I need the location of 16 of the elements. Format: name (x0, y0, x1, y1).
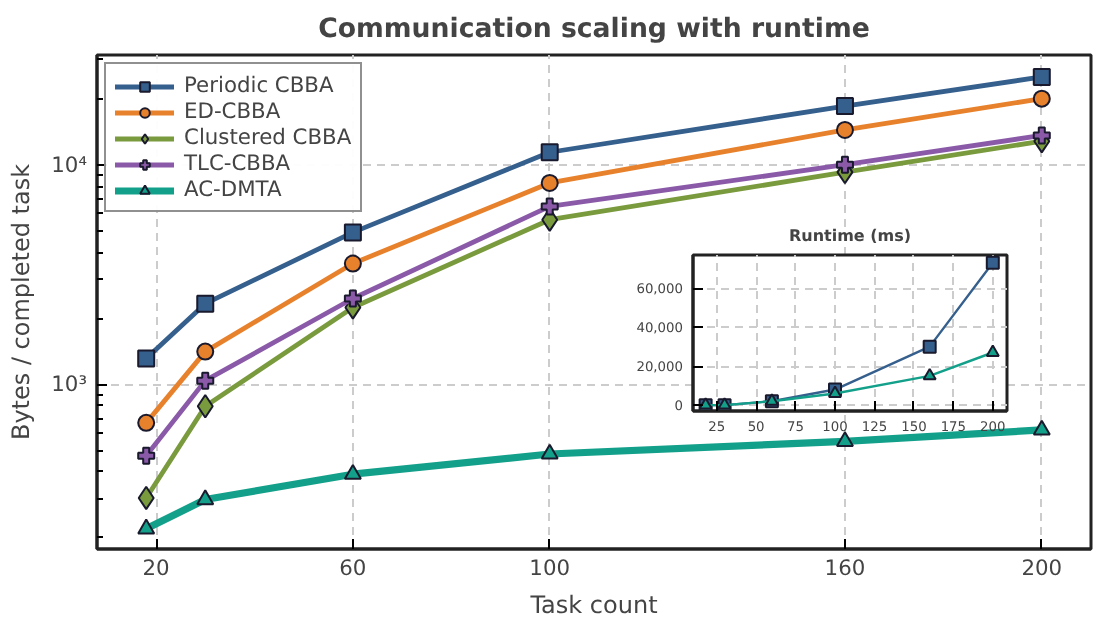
x-axis-title: Task count (528, 591, 659, 619)
x-tick-label: 60 (339, 555, 367, 581)
legend-label: Periodic CBBA (184, 72, 334, 98)
legend-label: ED-CBBA (184, 98, 281, 124)
chart-title: Communication scaling with runtime (318, 15, 870, 45)
chart-title: Runtime (ms) (788, 227, 912, 245)
y-tick-label: 10³ (51, 371, 88, 398)
x-tick-label: 20 (142, 555, 171, 581)
y-tick-label: 10⁴ (51, 151, 88, 178)
x-tick-label: 200 (1021, 555, 1063, 581)
legend-label: TLC-CBBA (184, 150, 291, 176)
y-axis-title: Bytes / completed task (7, 163, 36, 441)
x-tick-label: 100 (529, 555, 571, 581)
legend-label: Clustered CBBA (184, 124, 352, 150)
legend-label: AC-DMTA (184, 176, 282, 202)
x-tick-label: 160 (824, 555, 866, 581)
